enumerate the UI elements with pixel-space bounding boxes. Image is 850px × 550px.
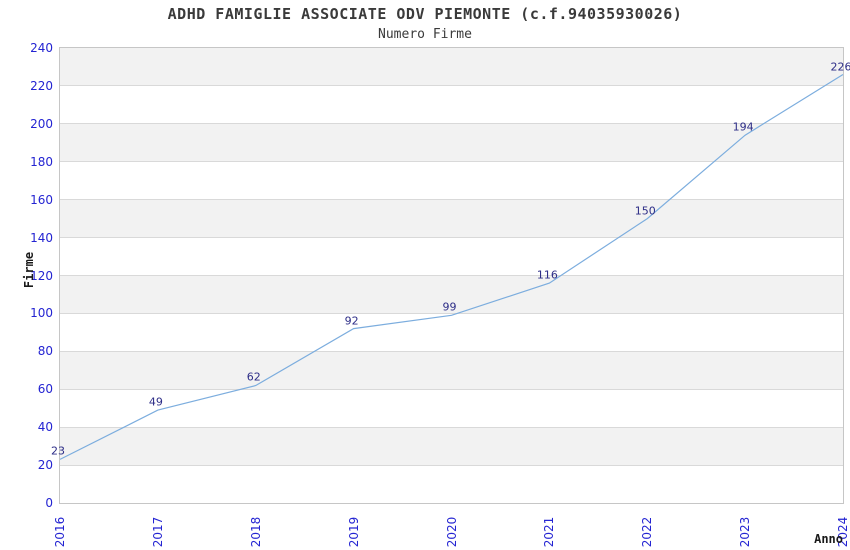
y-axis-title: Firme — [22, 251, 36, 289]
y-tick-label: 200 — [30, 116, 53, 131]
y-tick-label: 40 — [37, 420, 53, 435]
chart-title: ADHD FAMIGLIE ASSOCIATE ODV PIEMONTE (c.… — [167, 5, 683, 23]
band — [60, 351, 843, 390]
x-tick-label: 2018 — [248, 516, 263, 548]
y-tick-label: 20 — [37, 458, 53, 473]
data-point-label: 150 — [634, 204, 656, 218]
series-line-svg — [59, 73, 844, 460]
gridline — [60, 199, 843, 201]
y-tick-label: 220 — [30, 78, 53, 93]
x-axis-title: Anno — [814, 532, 843, 546]
x-tick-label: 2022 — [640, 516, 655, 548]
gridline — [60, 350, 843, 352]
gridline — [60, 388, 843, 390]
x-tick-label: 2021 — [542, 516, 557, 548]
x-tick-label: 2023 — [738, 516, 753, 548]
data-point-label: 194 — [732, 120, 754, 134]
band — [60, 427, 843, 466]
x-tick-label: 2016 — [53, 516, 67, 548]
band — [60, 48, 843, 86]
plot-area — [59, 47, 844, 504]
y-tick-label: 120 — [30, 268, 53, 283]
data-point-label: 62 — [246, 370, 261, 384]
band — [60, 199, 843, 238]
gridline — [60, 426, 843, 428]
y-tick-label: 160 — [30, 192, 53, 207]
gridline — [60, 237, 843, 239]
gridline — [60, 123, 843, 125]
y-tick-label: 80 — [37, 344, 53, 359]
x-tick-label: 2019 — [346, 516, 361, 548]
gridline — [60, 161, 843, 163]
x-tick-label: 2017 — [150, 516, 165, 548]
y-tick-label: 0 — [45, 496, 53, 510]
data-point-label: 116 — [536, 268, 558, 282]
y-tick-label: 140 — [30, 230, 53, 245]
x-tick-label: 2020 — [444, 516, 459, 548]
chart-subtitle: Numero Firme — [378, 27, 472, 42]
band — [60, 123, 843, 162]
band — [60, 275, 843, 314]
data-point-label: 92 — [344, 314, 359, 328]
y-tick-label: 100 — [30, 306, 53, 321]
y-tick-label: 240 — [30, 41, 53, 55]
data-point-label: 99 — [442, 300, 457, 314]
gridline — [60, 464, 843, 466]
y-tick-label: 60 — [37, 382, 53, 397]
gridline — [60, 85, 843, 87]
gridline — [60, 312, 843, 314]
data-point-label: 226 — [830, 60, 850, 74]
gridline — [60, 275, 843, 276]
data-point-label: 23 — [51, 444, 65, 458]
series-line — [59, 73, 844, 460]
y-tick-label: 180 — [30, 154, 53, 169]
data-point-label: 49 — [148, 395, 163, 409]
